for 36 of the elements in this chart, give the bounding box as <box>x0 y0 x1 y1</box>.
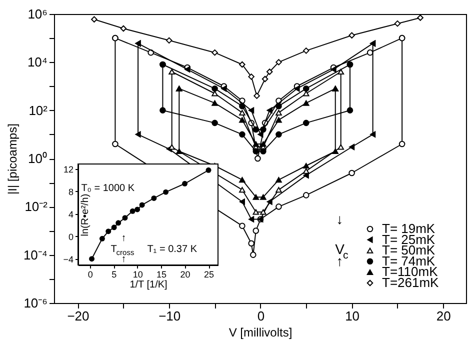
annotation: ↓ <box>336 211 344 227</box>
x-tick-label: −10 <box>158 308 181 324</box>
annotation: T₁ = 0.37 K <box>147 244 198 255</box>
annotation: ↑ <box>121 254 126 265</box>
x-axis-title: V [millivolts] <box>228 326 292 340</box>
y-tick-label: 10⁻⁶ <box>24 296 48 310</box>
annotation: ↑ <box>121 233 126 244</box>
y-tick-label: 10⁻² <box>24 199 48 214</box>
y-axis-title: |I| [picoamps] <box>5 124 20 194</box>
y-tick-label: 0 <box>68 232 74 242</box>
y-tick-label: 10⁶ <box>28 6 48 22</box>
y-tick-label: −4 <box>63 254 74 264</box>
y-tick-label: 10⁰ <box>28 151 48 166</box>
x-tick-label: 15 <box>156 270 167 280</box>
x-tick-label: 10 <box>345 308 360 324</box>
x-tick-label: 10 <box>132 270 143 280</box>
y-axis-title: ln(R•e²/h) <box>80 194 92 236</box>
x-tick-label: 0 <box>88 270 93 280</box>
y-tick-label: 8 <box>68 186 74 197</box>
x-axis-title: 1/T [1/K] <box>130 280 168 290</box>
x-tick-label: 5 <box>112 270 117 280</box>
x-tick-label: 20 <box>436 308 451 324</box>
y-tick-label: 10² <box>28 102 48 118</box>
x-tick-label: −20 <box>67 308 90 324</box>
legend-label: T= 19mK <box>382 221 436 236</box>
legend-label: T=261mK <box>382 275 440 290</box>
annotation: T₀ = 1000 K <box>81 183 135 194</box>
annotation: ↑ <box>336 253 344 269</box>
y-tick-label: 10⁴ <box>27 54 48 70</box>
legend-label: T= 50mK <box>382 242 436 258</box>
x-tick-label: 25 <box>204 270 214 280</box>
y-tick-label: 12 <box>63 164 74 175</box>
y-tick-label: 4 <box>68 209 74 220</box>
y-tick-label: 10⁻⁴ <box>23 247 48 262</box>
x-tick-label: 20 <box>180 270 190 280</box>
x-tick-label: 0 <box>257 308 265 324</box>
